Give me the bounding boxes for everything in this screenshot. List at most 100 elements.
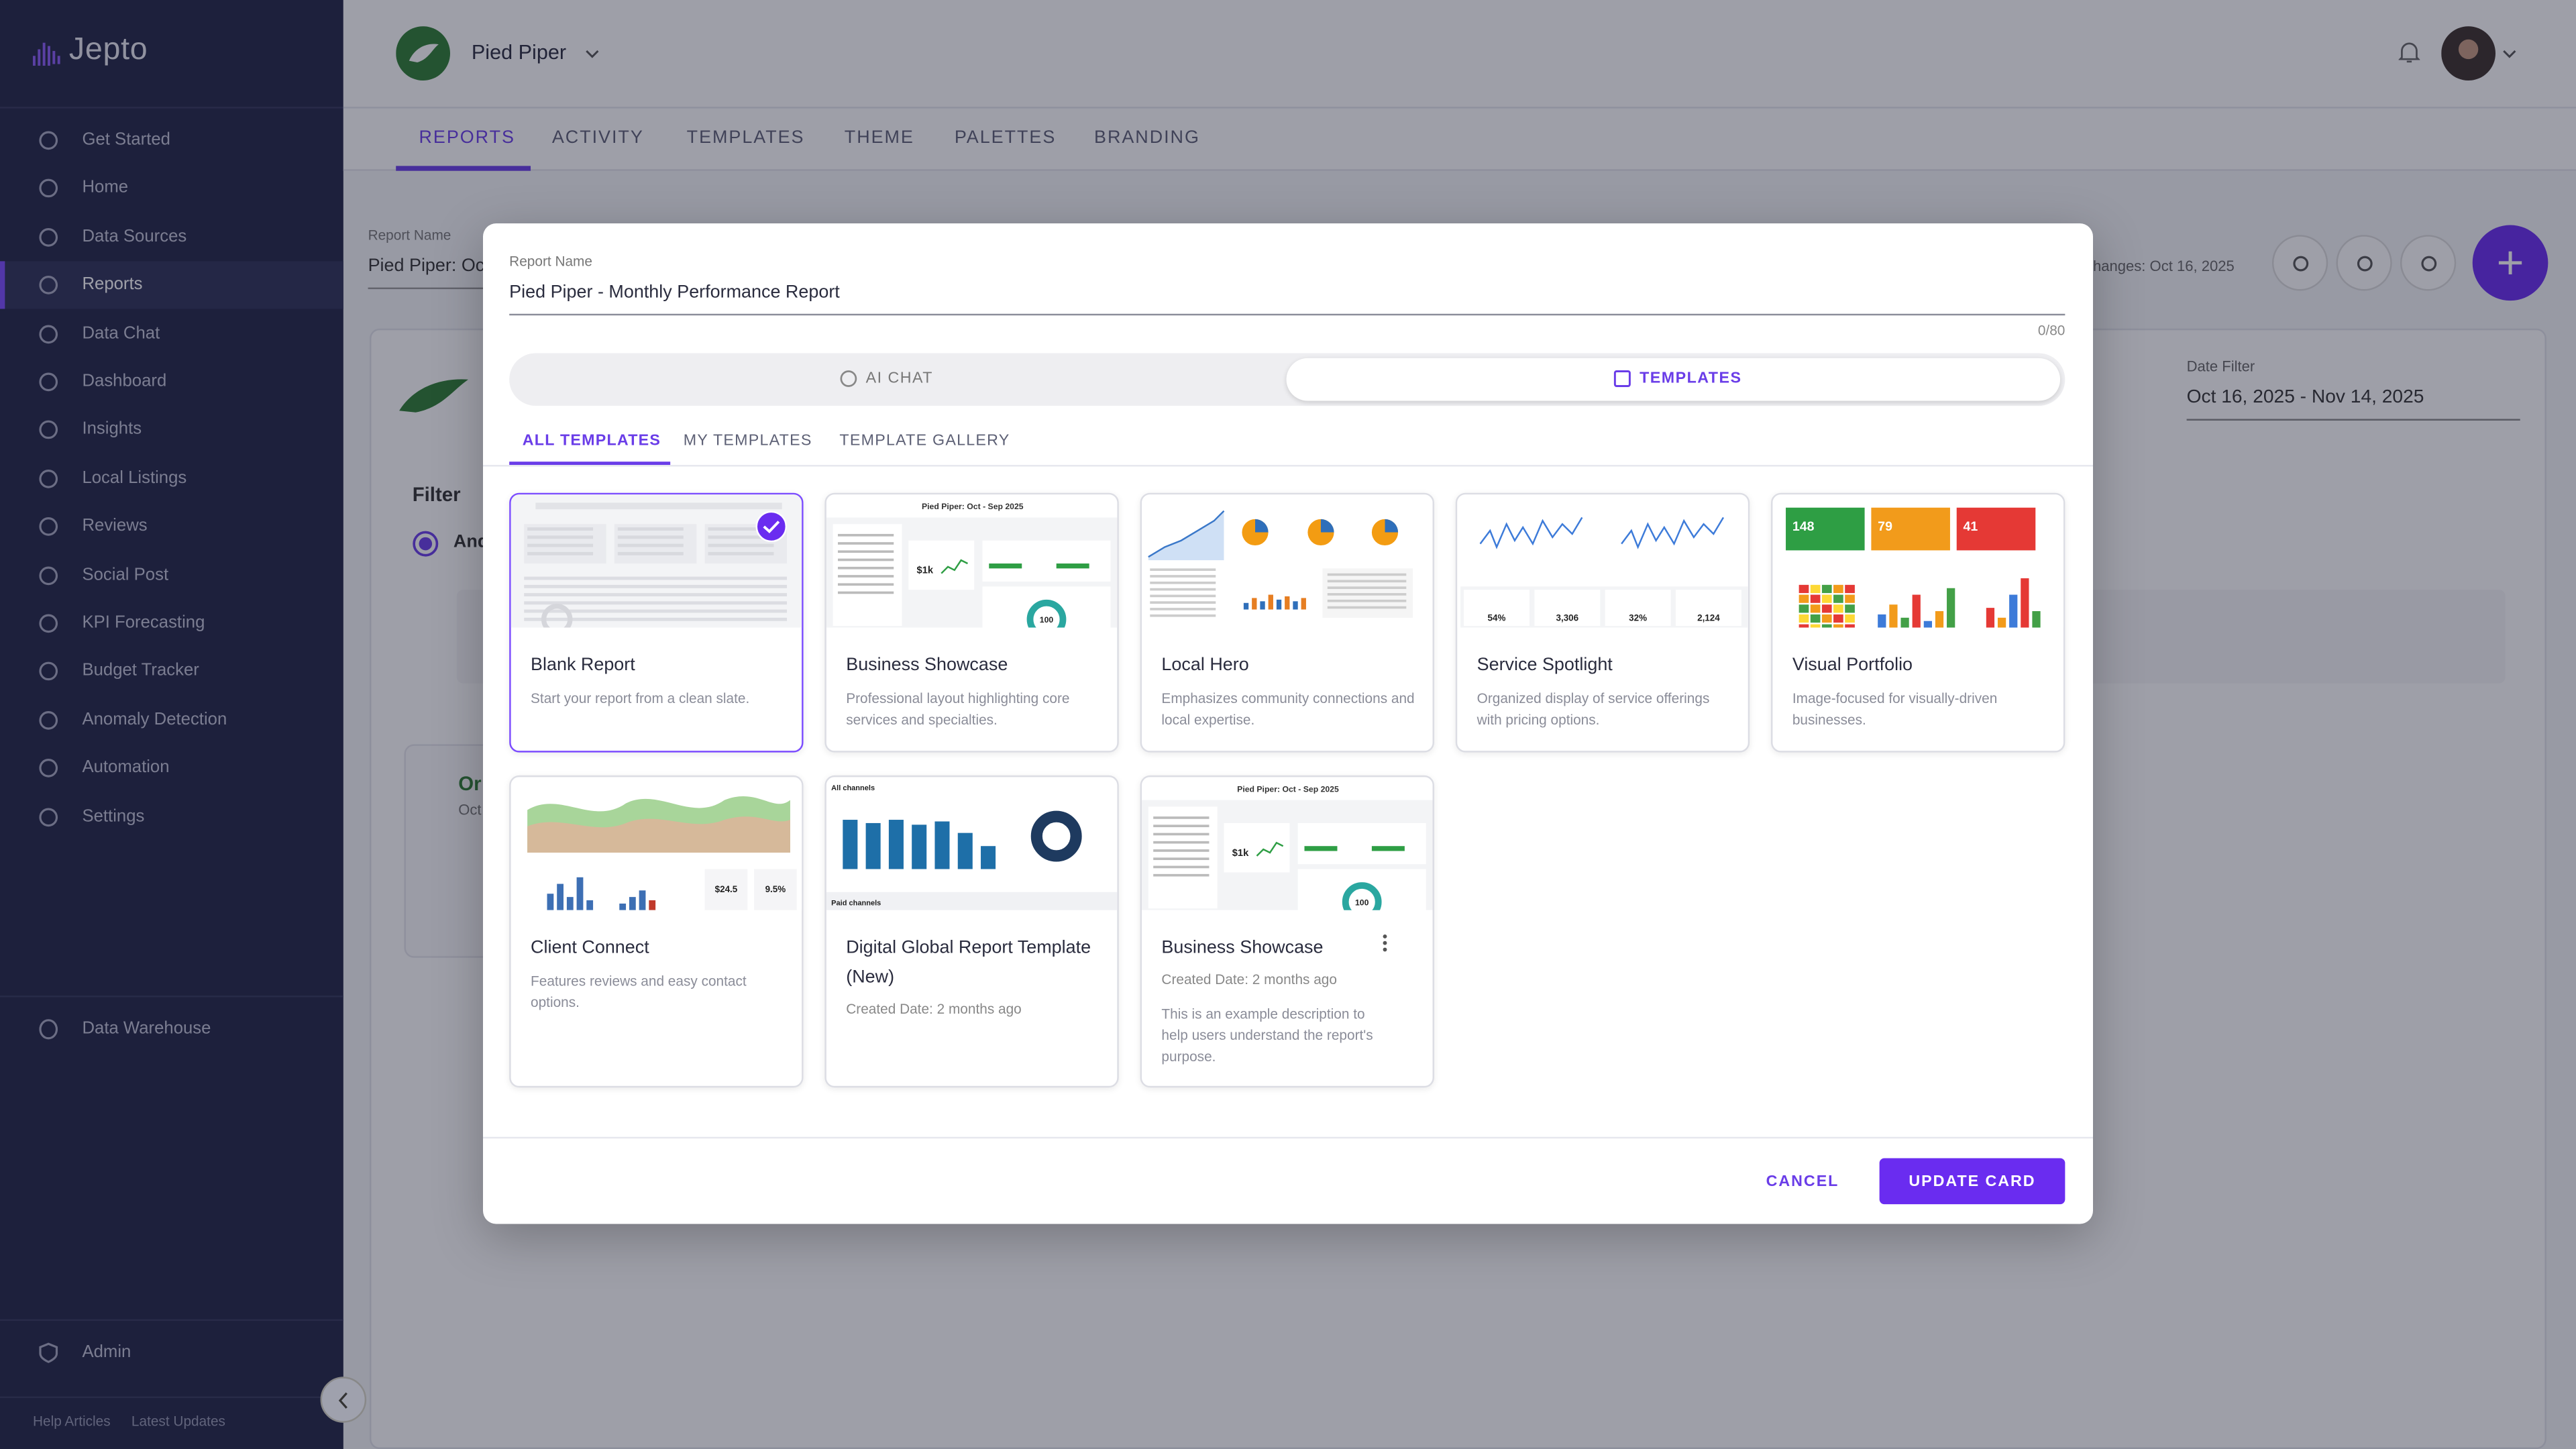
template-card[interactable]: $24.5 9.5% Client Connect Features reviews … [509,775,804,1088]
nav-item[interactable]: Data Warehouse [0,1006,343,1053]
nav-icon [39,759,58,778]
thumb-pie [1320,519,1334,533]
nav-tab[interactable]: ACTIVITY [551,128,644,148]
thumb-line [1256,841,1284,857]
nav-item[interactable]: Local Listings [0,455,343,502]
template-card[interactable]: 148 79 41 Visual Portfolio Image-focused for… [1771,492,2065,753]
icon-shape [39,710,58,730]
avatar-face [2458,39,2479,60]
thumb-shape [1026,599,1067,628]
icon-button[interactable] [2336,235,2392,291]
nav-item[interactable]: Admin [0,1329,343,1377]
nav-item[interactable]: Social Post [0,551,343,599]
icon-shape [39,662,58,682]
nav-item[interactable]: Anomaly Detection [0,696,343,744]
thumb-donut [1030,810,1082,862]
template-card[interactable]: All channels Paid channels Digital Global … [824,775,1119,1088]
template-card[interactable]: Blank Report Start your report from a cle… [509,492,804,753]
thumb-pie [1255,519,1269,533]
thumb-shape [617,543,684,547]
nav-icon [39,324,58,343]
thumb-shape [1833,604,1843,613]
mode-tab[interactable]: AI CHAT [865,370,933,388]
template-card[interactable]: Pied Piper: Oct - Sep 2025 $1k 100 Business… [1140,775,1434,1088]
footer-link[interactable]: Help Articles [32,1413,111,1430]
nav-label: Data Chat [82,323,160,343]
thumb-shape [527,543,594,547]
date-filter-value[interactable]: Oct 16, 2025 - Nov 14, 2025 [2186,387,2424,408]
template-tab[interactable]: TEMPLATE GALLERY [839,432,1010,451]
thumb-shape [617,527,684,531]
thumb-shape [1799,594,1809,603]
org-name[interactable]: Pied Piper [471,41,567,64]
template-card[interactable]: Local Hero Emphasizes community connectio… [1140,492,1434,753]
nav-tab[interactable]: THEME [844,128,914,148]
add-button[interactable] [2472,225,2548,301]
thumb-shape [989,564,1022,569]
icon-button[interactable] [2400,235,2457,291]
template-card[interactable]: 54% 3,306 32% 2,124 Service Spotlight Organiz… [1455,492,1750,753]
icon-shape [39,807,58,826]
thumb-shape [837,558,894,561]
nav-icon [39,421,58,440]
nav-item[interactable]: Home [0,165,343,213]
thumb-shape [1142,777,1433,800]
dot [1383,941,1387,945]
nav-icon [39,469,58,488]
thumb-shape [1150,568,1216,572]
collapse-sidebar-button[interactable] [320,1377,367,1423]
nav-item[interactable]: Budget Tracker [0,648,343,696]
thumb-shape [1150,601,1216,604]
thumb-shape [1833,584,1843,594]
filter-heading: Filter [412,483,461,506]
thumb-shape [1605,590,1671,627]
mode-tab[interactable]: TEMPLATES [1640,370,1742,388]
date-filter-label: Date Filter [2186,358,2255,375]
thumb-shape [912,824,927,869]
nav-item[interactable]: Reviews [0,503,343,551]
cancel-button[interactable]: CANCEL [1766,1173,1839,1191]
mode-icon [840,370,857,387]
template-tab[interactable]: ALL TEMPLATES [522,432,661,451]
nav-item[interactable]: Data Sources [0,213,343,261]
nav-tab[interactable]: TEMPLATES [686,128,805,148]
icon-shape [39,1019,58,1040]
thumb-shape [1327,599,1407,602]
template-description: Start your report from a clean slate. [531,690,750,707]
report-name-input[interactable]: Pied Piper - Monthly Performance Report [509,282,840,303]
thumb-shape [1810,624,1821,628]
nav-item[interactable]: Insights [0,407,343,454]
update-card-button[interactable]: UPDATE CARD [1879,1158,2065,1205]
thumb-shape [1997,617,2006,628]
nav-label: Budget Tracker [82,661,199,681]
nav-tab[interactable]: REPORTS [419,128,515,148]
thumb-text: $24.5 [715,884,738,894]
icon-button[interactable] [2271,235,2328,291]
divider [483,1136,2094,1139]
icon-shape [39,614,58,633]
nav-tab[interactable]: PALETTES [954,128,1057,148]
field-underline [368,287,500,290]
nav-item[interactable]: KPI Forecasting [0,600,343,647]
nav-item[interactable]: Automation [0,745,343,792]
icon-shape [39,469,58,488]
nav-item[interactable]: Get Started [0,117,343,164]
thumb-text: $1k [917,566,934,576]
nav-item[interactable]: Data Chat [0,310,343,358]
nav-item[interactable]: Reports [0,261,343,309]
thumb-shape [1821,604,1832,613]
thumb-shape [617,551,684,555]
thumb-shape [524,584,788,588]
nav-item[interactable]: Dashboard [0,358,343,406]
input-underline [509,313,2065,316]
footer-link[interactable]: Latest Updates [131,1413,225,1430]
nav-item[interactable]: Settings [0,793,343,841]
nav-tab[interactable]: BRANDING [1094,128,1200,148]
thumb-shape [1327,580,1407,583]
template-card[interactable]: Pied Piper: Oct - Sep 2025 $1k 100 Business… [824,492,1119,753]
template-title: Visual Portfolio [1792,655,1913,676]
template-title: Client Connect [531,938,649,958]
thumb-shape [837,533,894,537]
template-tab[interactable]: MY TEMPLATES [683,432,812,451]
more-options [1383,934,1387,952]
